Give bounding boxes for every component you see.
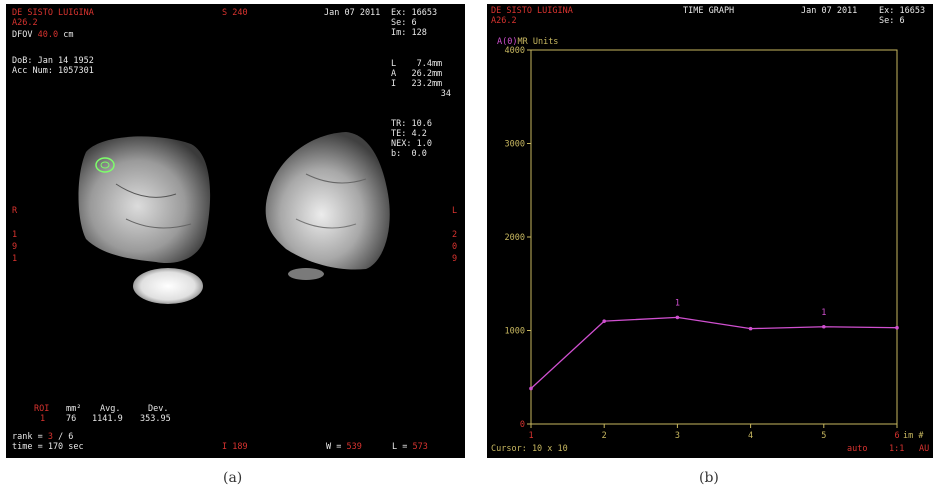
graph-patient-name: DE SISTO LUIGINA xyxy=(491,6,573,16)
rank-readout: rank = 3 / 6 xyxy=(12,432,74,442)
te-value: TE: 4.2 xyxy=(391,129,427,139)
right-orientation-2: 2 xyxy=(452,230,458,240)
tr-value: TR: 10.6 xyxy=(391,119,432,129)
series-position: S 240 xyxy=(222,8,248,18)
mri-image-panel[interactable]: DE SISTO LUIGINA A26.2 DFOV 40.0 cm S 24… xyxy=(6,4,465,458)
data-point xyxy=(529,386,533,391)
y-tick-label: 1000 xyxy=(505,327,525,337)
graph-exam-number: Ex: 16653 xyxy=(879,6,926,16)
left-orientation-2: 1 xyxy=(12,230,18,240)
date-of-birth: DoB: Jan 14 1952 xyxy=(12,56,94,66)
roi-avg: 1141.9 xyxy=(92,414,123,424)
plot-frame xyxy=(530,49,898,425)
x-tick-label: 6 xyxy=(894,431,899,441)
data-point xyxy=(895,325,899,330)
data-point xyxy=(748,326,753,331)
x-tick-label: 3 xyxy=(675,431,680,441)
mri-scan-image xyxy=(78,132,390,304)
nex-value: NEX: 1.0 xyxy=(391,139,432,149)
left-orientation-3: 9 xyxy=(12,242,18,252)
x-tick-label: 2 xyxy=(602,431,607,441)
data-point xyxy=(822,324,826,329)
graph-exam-code: A26.2 xyxy=(491,16,517,26)
roi-header-dev: Dev. xyxy=(148,404,169,414)
y-tick-label: 4000 xyxy=(505,46,525,56)
roi-dev: 353.95 xyxy=(140,414,171,424)
data-point xyxy=(602,319,606,323)
point-marker-label: 1 xyxy=(675,298,680,308)
x-tick-label: 4 xyxy=(748,431,753,441)
exam-date: Jan 07 2011 xyxy=(324,8,381,18)
roi-area: 76 xyxy=(66,414,77,424)
roi-header-area: mm² xyxy=(66,404,82,414)
graph-y-axis-label: A(0)MR Units xyxy=(497,37,559,47)
image-number: Im: 128 xyxy=(391,28,427,38)
left-orientation-4: 1 xyxy=(12,254,18,264)
cursor-readout: Cursor: 10 x 10 xyxy=(491,444,568,454)
zoom-ratio-button[interactable]: 1:1 xyxy=(889,444,905,454)
time-graph-chart: 0 1000 2000 3000 4000 1 2 3 4 5 6 im # 1 1 xyxy=(505,46,925,441)
caption-a: (a) xyxy=(223,470,243,486)
series-number: Se: 6 xyxy=(391,18,417,28)
b-value: b: 0.0 xyxy=(391,149,427,159)
data-point xyxy=(675,315,680,320)
patient-name: DE SISTO LUIGINA xyxy=(12,8,94,18)
left-orientation-0: R xyxy=(12,206,18,216)
window-width: W = 539 xyxy=(326,442,362,452)
graph-series-number: Se: 6 xyxy=(879,16,905,26)
bottom-i-position: I 189 xyxy=(222,442,248,452)
right-orientation-4: 9 xyxy=(452,254,458,264)
roi-id: 1 xyxy=(40,414,46,424)
x-axis-suffix: im # xyxy=(903,431,924,441)
x-tick-label: 5 xyxy=(821,431,826,441)
i-coordinate: I 23.2mm xyxy=(391,79,443,89)
time-readout: time = 170 sec xyxy=(12,442,84,452)
window-level: L = 573 xyxy=(392,442,428,452)
graph-date: Jan 07 2011 xyxy=(801,6,858,16)
y-tick-label: 0 xyxy=(520,420,525,430)
a-coordinate: A 26.2mm xyxy=(391,69,443,79)
roi-header-roi: ROI xyxy=(34,404,50,414)
roi-marker xyxy=(95,157,115,173)
l-coordinate: L 7.4mm xyxy=(391,59,443,69)
graph-title: TIME GRAPH xyxy=(683,6,735,16)
y-tick-label: 3000 xyxy=(505,140,525,150)
signal-intensity-line xyxy=(530,316,898,389)
accession-number: Acc Num: 1057301 xyxy=(12,66,94,76)
y-tick-label: 2000 xyxy=(505,233,525,243)
point-marker-label: 1 xyxy=(821,308,826,318)
roi-header-avg: Avg. xyxy=(100,404,121,414)
dfov-readout: DFOV 40.0 cm xyxy=(12,30,74,40)
corner-label: AU xyxy=(919,444,930,454)
time-graph-panel[interactable]: DE SISTO LUIGINA A26.2 TIME GRAPH Jan 07… xyxy=(487,4,933,458)
slice-count: 34 xyxy=(440,89,451,99)
auto-button[interactable]: auto xyxy=(847,444,868,454)
caption-b: (b) xyxy=(699,470,719,486)
right-orientation-0: L xyxy=(452,206,458,216)
exam-code: A26.2 xyxy=(12,18,38,28)
right-orientation-3: 0 xyxy=(452,242,458,252)
exam-number: Ex: 16653 xyxy=(391,8,438,18)
x-tick-label: 1 xyxy=(528,431,533,441)
